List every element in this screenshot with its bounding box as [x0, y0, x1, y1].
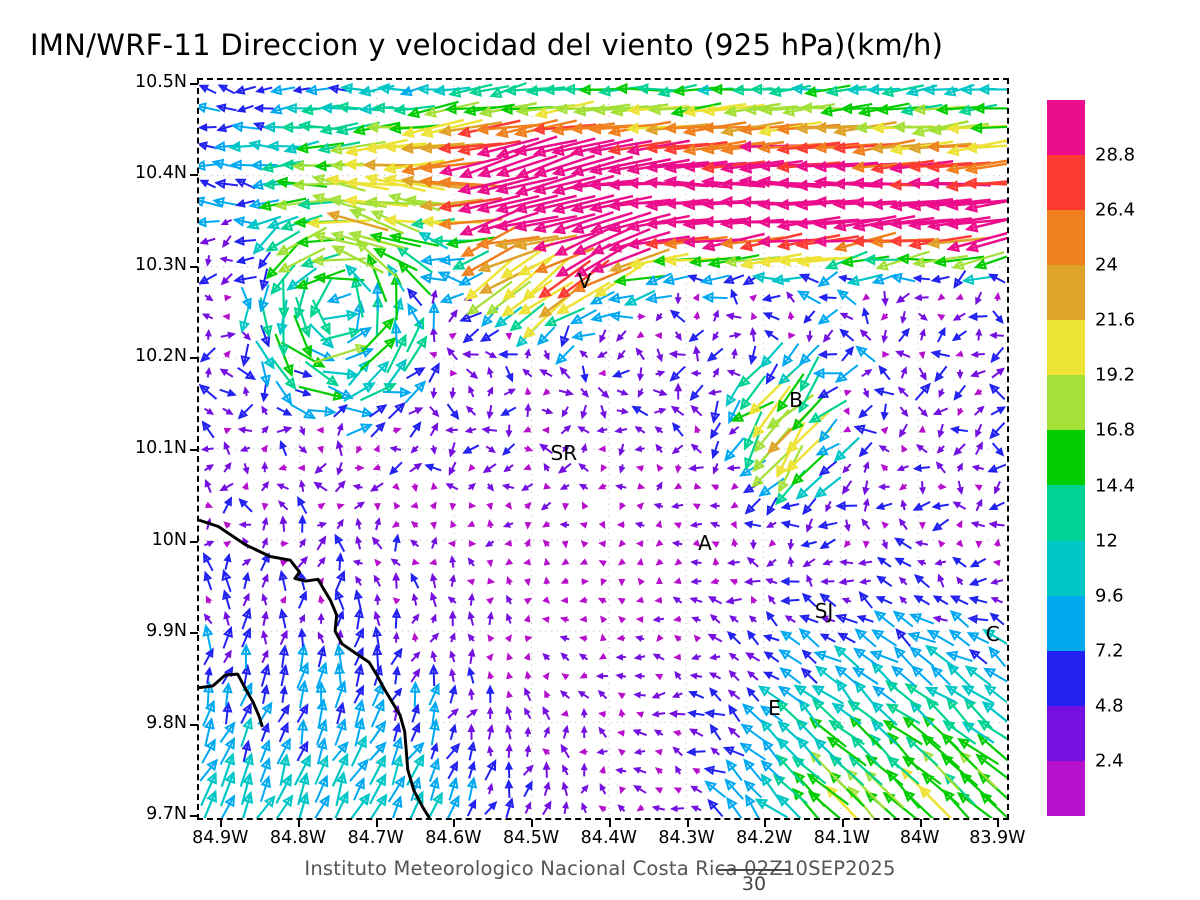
colorbar-band	[1047, 430, 1085, 486]
y-axis-tick-label: 9.9N	[146, 621, 187, 642]
colorbar-band	[1047, 375, 1085, 431]
y-axis-tick-mark	[190, 174, 198, 177]
y-axis-tick-label: 10.4N	[134, 163, 187, 184]
reference-vector-icon	[718, 869, 790, 871]
y-axis-tick-mark	[190, 449, 198, 451]
y-axis-tick-mark	[190, 357, 198, 360]
wind-arrow-group	[199, 81, 1007, 818]
x-axis-tick-label: 84.5W	[502, 828, 560, 848]
y-axis-tick-label: 10.5N	[134, 71, 187, 92]
x-axis-tick-mark	[531, 819, 534, 827]
colorbar-tick-label: 19.2	[1095, 364, 1136, 386]
colorbar-band	[1047, 485, 1085, 541]
y-axis-tick-mark	[190, 82, 198, 85]
x-axis-tick-mark	[997, 819, 1000, 827]
x-axis-tick-label: 84.8W	[269, 828, 327, 848]
x-axis-tick-mark	[375, 819, 378, 827]
city-label-c: C	[985, 622, 1000, 647]
x-axis-tick-label: 84.4W	[580, 828, 637, 848]
colorbar-tick-label: 4.8	[1095, 695, 1124, 717]
x-axis-tick-mark	[686, 819, 689, 827]
x-axis-tick-mark	[919, 819, 922, 827]
colorbar-tick-label: 7.2	[1095, 640, 1124, 662]
colorbar-tick-label: 16.8	[1095, 419, 1136, 441]
y-axis-tick-mark	[190, 815, 198, 818]
y-axis-tick-mark	[190, 265, 198, 268]
colorbar-band	[1047, 100, 1085, 156]
colorbar-band	[1047, 705, 1085, 761]
wind-vector-canvas	[199, 80, 1007, 818]
x-axis-tick-mark	[298, 819, 300, 827]
reference-vector-label: 30	[741, 873, 767, 895]
x-axis-tick-mark	[764, 819, 767, 827]
colorbar-band	[1047, 595, 1085, 651]
colorbar-band	[1047, 540, 1085, 596]
city-label-sr: SR	[550, 440, 578, 465]
coastline-path	[199, 518, 431, 818]
colorbar-tick-label: 9.6	[1095, 585, 1124, 607]
city-label-e: E	[768, 696, 781, 721]
speed-colorbar[interactable]	[1047, 100, 1085, 816]
y-axis-tick-label: 10.2N	[134, 346, 187, 367]
x-axis-tick-mark	[453, 819, 456, 827]
colorbar-tick-label: 21.6	[1095, 309, 1136, 331]
city-label-v: V	[577, 269, 592, 294]
colorbar-tick-label: 12	[1095, 530, 1118, 552]
colorbar-tick-label: 26.4	[1095, 199, 1136, 221]
city-label-sj: SJ	[814, 599, 834, 624]
x-axis-tick-label: 84.2W	[736, 828, 793, 848]
y-axis-tick-label: 9.7N	[146, 804, 187, 825]
colorbar-tick-label: 28.8	[1095, 144, 1136, 166]
y-axis-tick-label: 10N	[151, 529, 187, 550]
colorbar-band	[1047, 155, 1085, 211]
y-axis-tick-label: 10.1N	[134, 438, 187, 458]
colorbar-band	[1047, 265, 1085, 321]
x-axis-tick-label: 83.9W	[969, 828, 1026, 848]
x-axis-tick-mark	[220, 819, 223, 827]
wind-field-plot	[197, 78, 1009, 820]
colorbar-band	[1047, 320, 1085, 376]
colorbar-band	[1047, 760, 1085, 816]
city-label-a: A	[698, 531, 712, 556]
page-title: IMN/WRF-11 Direccion y velocidad del vie…	[30, 28, 944, 62]
x-axis-tick-mark	[608, 819, 611, 827]
x-axis-tick-mark	[841, 819, 844, 827]
x-axis-tick-label: 84.3W	[658, 828, 715, 848]
x-axis-tick-label: 84.1W	[813, 828, 871, 848]
colorbar-tick-label: 24	[1095, 254, 1118, 276]
x-axis-tick-label: 84.9W	[192, 828, 249, 848]
colorbar-tick-label: 14.4	[1095, 475, 1136, 497]
y-axis-tick-mark	[190, 632, 198, 635]
y-axis-tick-label: 9.8N	[146, 712, 187, 733]
city-label-b: B	[789, 387, 803, 412]
y-axis-tick-mark	[190, 723, 198, 726]
colorbar-tick-label: 2.4	[1095, 750, 1124, 772]
coastline-inset-path	[199, 672, 264, 728]
footer-credit: Instituto Meteorologico Nacional Costa R…	[304, 857, 896, 880]
x-axis-tick-label: 84.6W	[425, 828, 482, 848]
y-axis-tick-mark	[190, 540, 198, 543]
x-axis-tick-label: 84W	[899, 828, 940, 848]
colorbar-band	[1047, 650, 1085, 706]
colorbar-band	[1047, 210, 1085, 266]
y-axis-tick-label: 10.3N	[134, 254, 187, 275]
x-axis-tick-label: 84.7W	[347, 828, 404, 848]
